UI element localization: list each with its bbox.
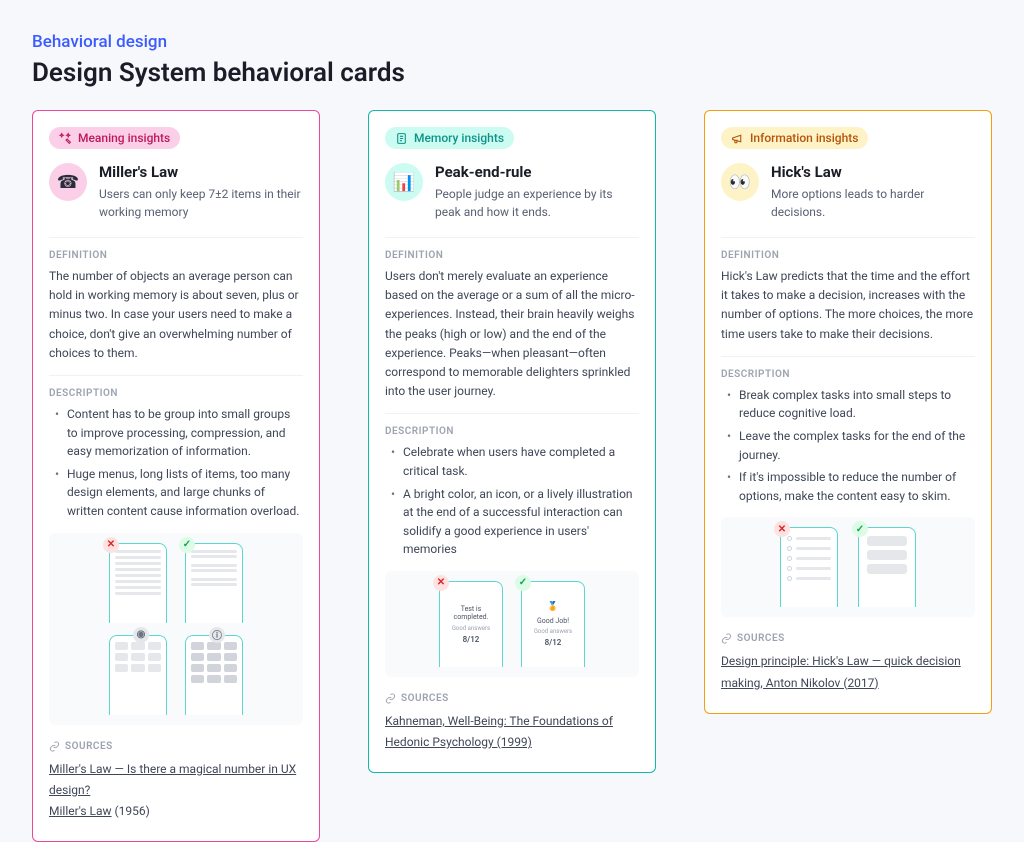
sources-label: SOURCES [385,693,639,704]
description-list: Break complex tasks into small steps to … [721,386,975,506]
card-title: Hick's Law [771,163,975,181]
cross-icon: ✕ [433,575,449,591]
illus-text: Good Job! [537,617,569,625]
description-label: DESCRIPTION [385,413,639,437]
source-row: Design principle: Hick's Law — quick dec… [721,650,975,692]
illus-text: 8/12 [545,638,562,647]
source-row: Miller's Law (1956) [49,800,303,821]
illustration-miller: ✕ ✓ ◉ ⓘ [49,533,303,725]
list-item: Huge menus, long lists of items, too man… [53,465,303,521]
definition-label: DEFINITION [49,237,303,261]
link-icon [721,633,732,644]
illustration-peak-end: ✕ Test is completed. Good answers 8/12 ✓… [385,571,639,677]
phone-icon: ☎ [49,163,87,201]
list-item: Celebrate when users have completed a cr… [389,443,639,480]
illus-text: 8/12 [463,635,480,644]
link-icon [49,741,60,752]
info-icon: ⓘ [209,627,225,643]
description-list: Celebrate when users have completed a cr… [385,443,639,559]
link-icon [385,693,396,704]
source-row: Miller's Law — Is there a magical number… [49,758,303,800]
source-link[interactable]: Miller's Law — Is there a magical number… [49,762,296,797]
medal-icon: 🏅 [547,602,558,612]
badge-information-insights: Information insights [721,127,868,149]
definition-label: DEFINITION [721,237,975,261]
badge-meaning-insights: Meaning insights [49,127,180,149]
sources-label: SOURCES [721,633,975,644]
card-title: Peak-end-rule [435,163,639,181]
badge-label: Meaning insights [78,131,170,145]
source-row: Kahneman, Well-Being: The Foundations of… [385,710,639,752]
cross-icon: ✕ [103,537,119,553]
description-label: DESCRIPTION [721,356,975,380]
description-label: DESCRIPTION [49,375,303,399]
check-icon: ✓ [179,537,195,553]
category-label: Behavioral design [32,32,992,52]
description-list: Content has to be group into small group… [49,405,303,521]
badge-memory-insights: Memory insights [385,127,514,149]
list-item: Leave the complex tasks for the end of t… [725,427,975,464]
eye-icon: ◉ [133,627,149,643]
illustration-hicks: ✕ ✓ [721,517,975,617]
source-link[interactable]: Design principle: Hick's Law — quick dec… [721,654,961,689]
card-tagline: More options leads to harder decisions. [771,185,975,221]
card-peak-end-rule: Memory insights 📊 Peak-end-rule People j… [368,110,656,773]
definition-text: Users don't merely evaluate an experienc… [385,267,639,401]
eyes-icon: 👀 [721,163,759,201]
list-item: If it's impossible to reduce the number … [725,468,975,505]
chart-icon: 📊 [385,163,423,201]
illus-text: Test is completed. [444,605,498,622]
notes-icon [395,132,408,145]
illus-text: Good answers [452,625,490,632]
badge-label: Memory insights [414,131,504,145]
definition-label: DEFINITION [385,237,639,261]
definition-text: Hick's Law predicts that the time and th… [721,267,975,344]
list-item: Break complex tasks into small steps to … [725,386,975,423]
badge-label: Information insights [750,131,858,145]
source-link[interactable]: Miller's Law [49,804,112,818]
source-suffix: (1956) [112,804,150,818]
card-tagline: People judge an experience by its peak a… [435,185,639,221]
list-item: A bright color, an icon, or a lively ill… [389,485,639,559]
illus-text: Good answers [534,628,572,635]
wand-icon [59,132,72,145]
definition-text: The number of objects an average person … [49,267,303,363]
card-title: Miller's Law [99,163,303,181]
check-icon: ✓ [515,575,531,591]
source-link[interactable]: Kahneman, Well-Being: The Foundations of… [385,714,613,749]
page-title: Design System behavioral cards [32,58,992,88]
card-tagline: Users can only keep 7±2 items in their w… [99,185,303,221]
megaphone-icon [731,132,744,145]
card-hicks-law: Information insights 👀 Hick's Law More o… [704,110,992,714]
sources-label: SOURCES [49,741,303,752]
card-millers-law: Meaning insights ☎ Miller's Law Users ca… [32,110,320,842]
list-item: Content has to be group into small group… [53,405,303,461]
cards-container: Meaning insights ☎ Miller's Law Users ca… [32,110,992,842]
